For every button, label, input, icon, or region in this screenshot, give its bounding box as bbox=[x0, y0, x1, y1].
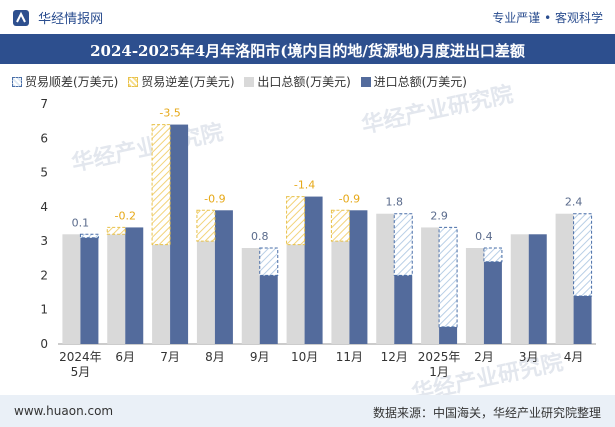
legend-label-import: 进口总额(万美元) bbox=[373, 75, 467, 89]
balance-data-label: -0.2 bbox=[115, 209, 136, 222]
balance-data-label: -3.5 bbox=[159, 107, 180, 120]
import-bar bbox=[214, 210, 233, 344]
chart-title: 2024-2025年4月年洛阳市(境内目的地/货源地)月度进出口差额 bbox=[90, 42, 525, 60]
x-tick-label: 1月 bbox=[429, 365, 449, 379]
import-bar bbox=[80, 237, 99, 344]
export-bar bbox=[107, 234, 126, 344]
export-bar bbox=[62, 234, 81, 344]
y-tick-label: 4 bbox=[40, 200, 48, 214]
x-tick-label: 4月 bbox=[564, 350, 584, 364]
footer-source: 数据来源：中国海关，华经产业研究院整理 bbox=[372, 406, 601, 420]
surplus-bar bbox=[438, 226, 458, 328]
deficit-bar bbox=[106, 226, 126, 235]
surplus-bar bbox=[259, 247, 279, 276]
import-bar bbox=[349, 210, 368, 344]
legend-label-deficit: 贸易逆差(万美元) bbox=[141, 75, 235, 89]
x-tick-label: 8月 bbox=[205, 350, 225, 364]
export-bar bbox=[465, 248, 484, 344]
title-bar: 2024-2025年4月年洛阳市(境内目的地/货源地)月度进出口差额 bbox=[0, 34, 615, 64]
import-bar bbox=[439, 326, 458, 344]
y-tick-label: 7 bbox=[40, 97, 48, 111]
export-swatch-icon bbox=[244, 77, 255, 87]
logo-icon bbox=[13, 10, 29, 26]
y-tick-label: 3 bbox=[40, 234, 48, 248]
brand-name: 华经情报网 bbox=[38, 12, 104, 27]
y-tick-label: 2 bbox=[40, 268, 48, 282]
balance-data-label: -1.4 bbox=[294, 179, 315, 192]
import-bar bbox=[170, 124, 189, 344]
export-bar bbox=[241, 248, 260, 344]
top-bar: 华经情报网 专业严谨 • 客观科学 bbox=[0, 0, 615, 34]
x-tick-label: 3月 bbox=[519, 350, 539, 364]
export-bar bbox=[555, 213, 574, 344]
x-tick-label: 6月 bbox=[115, 350, 135, 364]
y-tick-label: 6 bbox=[40, 131, 48, 145]
import-bar bbox=[394, 275, 413, 344]
surplus-bar bbox=[79, 233, 99, 239]
export-bar bbox=[331, 241, 350, 344]
legend-item-export: 出口总额(万美元) bbox=[244, 73, 351, 90]
footer-url[interactable]: www.huaon.com bbox=[14, 404, 114, 418]
deficit-bar bbox=[151, 124, 171, 246]
surplus-swatch-icon bbox=[12, 77, 22, 87]
deficit-bar bbox=[330, 209, 350, 242]
import-bar bbox=[259, 275, 278, 344]
x-tick-label: 10月 bbox=[291, 350, 318, 364]
balance-data-label: 2.9 bbox=[430, 209, 448, 222]
export-bar bbox=[510, 234, 529, 344]
x-tick-label: 7月 bbox=[160, 350, 180, 364]
export-bar bbox=[196, 241, 215, 344]
surplus-bar bbox=[393, 213, 413, 276]
import-bar bbox=[528, 234, 547, 344]
surplus-bar bbox=[483, 247, 503, 263]
x-tick-label: 2月 bbox=[474, 350, 494, 364]
balance-data-label: 2.4 bbox=[565, 196, 583, 209]
balance-data-label: -0.9 bbox=[339, 192, 360, 205]
x-tick-label: 9月 bbox=[250, 350, 270, 364]
x-tick-label: 11月 bbox=[336, 350, 363, 364]
import-bar bbox=[125, 227, 144, 344]
balance-data-label: 0.8 bbox=[251, 230, 269, 243]
import-bar bbox=[573, 296, 592, 344]
y-tick-label: 1 bbox=[40, 303, 48, 317]
x-tick-label: 5月 bbox=[71, 365, 91, 379]
y-tick-label: 0 bbox=[40, 337, 48, 351]
import-swatch-icon bbox=[360, 77, 371, 87]
import-bar bbox=[483, 261, 502, 344]
deficit-swatch-icon bbox=[128, 77, 139, 87]
brand[interactable]: 华经情报网 bbox=[12, 8, 103, 27]
balance-data-label: 1.8 bbox=[386, 196, 404, 209]
footer: www.huaon.com 数据来源：中国海关，华经产业研究院整理 bbox=[0, 395, 615, 427]
import-bar bbox=[304, 196, 323, 344]
deficit-bar bbox=[196, 209, 216, 242]
legend-label-surplus: 贸易顺差(万美元) bbox=[25, 75, 119, 89]
balance-data-label: -0.9 bbox=[204, 192, 225, 205]
surplus-bar bbox=[573, 213, 593, 297]
y-tick-label: 5 bbox=[40, 166, 48, 180]
export-bar bbox=[421, 227, 440, 344]
export-bar bbox=[376, 213, 395, 344]
export-bar bbox=[152, 244, 171, 344]
deficit-bar bbox=[286, 196, 306, 246]
x-tick-label: 2024年 bbox=[59, 350, 102, 364]
legend-item-surplus: 贸易顺差(万美元) bbox=[12, 73, 118, 90]
slogan: 专业严谨 • 客观科学 bbox=[492, 11, 603, 25]
legend-item-import: 进口总额(万美元) bbox=[360, 73, 467, 90]
legend-label-export: 出口总额(万美元) bbox=[257, 75, 351, 89]
x-tick-label: 2025年 bbox=[418, 350, 461, 364]
balance-data-label: 0.4 bbox=[475, 230, 493, 243]
legend: 贸易顺差(万美元) 贸易逆差(万美元) 出口总额(万美元) 进口总额(万美元) bbox=[12, 73, 473, 90]
legend-item-deficit: 贸易逆差(万美元) bbox=[128, 73, 235, 90]
x-tick-label: 12月 bbox=[381, 350, 408, 364]
export-bar bbox=[286, 244, 305, 344]
balance-data-label: 0.1 bbox=[72, 216, 90, 229]
